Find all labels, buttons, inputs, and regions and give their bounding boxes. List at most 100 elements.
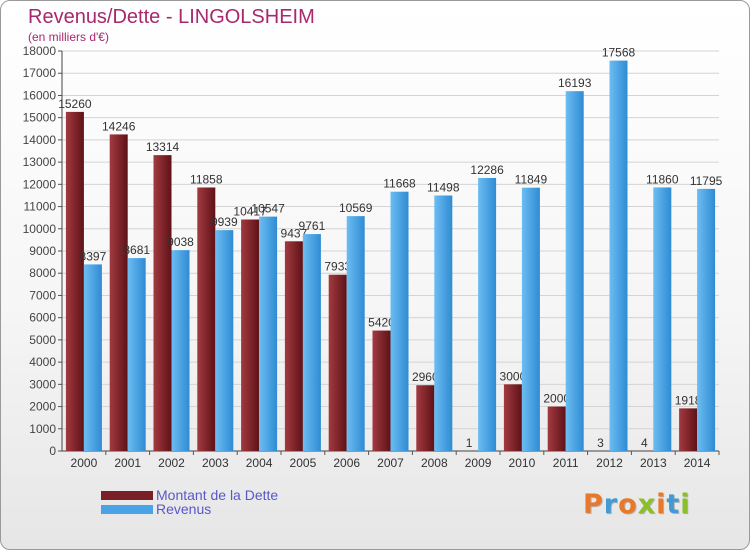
- bar-debt: [503, 384, 522, 451]
- x-tick-label: 2002: [158, 456, 185, 470]
- y-tick-label: 6000: [29, 311, 56, 325]
- proxiti-logo: Proxiti: [583, 489, 691, 520]
- x-tick-label: 2011: [553, 456, 579, 470]
- data-label-debt: 3: [597, 436, 604, 450]
- bar-debt: [109, 134, 128, 451]
- bar-revenue: [83, 264, 102, 451]
- x-tick-label: 2009: [465, 456, 492, 470]
- y-tick-label: 1000: [29, 422, 56, 436]
- bar-debt: [197, 187, 216, 451]
- bar-revenue: [127, 258, 146, 451]
- bar-debt: [328, 274, 347, 451]
- x-tick-label: 2010: [509, 456, 536, 470]
- y-tick-label: 16000: [23, 88, 57, 102]
- y-tick-label: 12000: [23, 177, 57, 191]
- data-label-revenue: 11668: [383, 177, 416, 191]
- x-tick-label: 2012: [596, 456, 623, 470]
- data-label-debt: 2000: [543, 392, 570, 406]
- data-label-revenue: 10569: [339, 201, 373, 215]
- x-tick-label: 2014: [684, 456, 711, 470]
- logo-letter: P: [583, 489, 604, 520]
- data-label-debt: 15260: [58, 97, 92, 111]
- bar-debt: [416, 385, 435, 451]
- chart-title: Revenus/Dette - LINGOLSHEIM: [28, 6, 315, 28]
- legend-swatch-debt: [101, 490, 153, 500]
- data-label-revenue: 12286: [470, 163, 504, 177]
- y-tick-label: 18000: [23, 44, 57, 58]
- bar-debt: [679, 408, 698, 451]
- bar-debt: [241, 219, 260, 451]
- legend-label-debt: Montant de la Dette: [156, 487, 279, 503]
- bar-revenue: [434, 195, 453, 451]
- data-label-revenue: 9038: [167, 235, 194, 249]
- bar-revenue: [215, 230, 234, 451]
- x-tick-label: 2005: [290, 456, 317, 470]
- x-tick-label: 2003: [202, 456, 229, 470]
- bar-debt: [372, 330, 391, 451]
- y-tick-label: 17000: [23, 66, 57, 80]
- logo-letter: o: [618, 489, 638, 520]
- data-label-revenue: 11498: [427, 180, 460, 194]
- legend-item-revenue: Revenus: [101, 501, 211, 517]
- x-tick-label: 2007: [377, 456, 404, 470]
- bar-revenue: [697, 188, 716, 451]
- data-label-revenue: 9761: [299, 219, 326, 233]
- data-label-revenue: 11849: [515, 173, 548, 187]
- bar-debt: [65, 111, 84, 451]
- data-label-debt: 1: [466, 436, 473, 450]
- bar-debt: [547, 406, 566, 451]
- legend-swatch-revenue: [101, 504, 153, 514]
- data-label-debt: 14246: [102, 119, 136, 133]
- data-label-debt: 10417: [233, 205, 267, 219]
- y-tick-label: 15000: [23, 111, 57, 125]
- y-tick-label: 10000: [23, 222, 57, 236]
- x-tick-label: 2013: [640, 456, 667, 470]
- x-tick-label: 2000: [71, 456, 98, 470]
- y-tick-label: 14000: [23, 133, 57, 147]
- data-label-debt: 4: [641, 436, 648, 450]
- data-label-debt: 9437: [281, 226, 308, 240]
- bar-revenue: [171, 250, 190, 451]
- logo-letter: t: [666, 489, 681, 520]
- y-tick-label: 4000: [29, 355, 56, 369]
- chart-subtitle: (en milliers d'€): [28, 30, 109, 44]
- y-tick-label: 3000: [29, 377, 56, 391]
- x-tick-label: 2006: [333, 456, 360, 470]
- bar-revenue: [653, 187, 672, 451]
- bar-revenue: [521, 187, 540, 451]
- y-tick-label: 2000: [29, 400, 56, 414]
- data-label-revenue: 9939: [211, 215, 238, 229]
- bar-revenue: [565, 91, 584, 452]
- bar-revenue: [609, 60, 628, 451]
- data-label-revenue: 11795: [690, 174, 723, 188]
- data-label-revenue: 8681: [123, 243, 150, 257]
- y-tick-label: 0: [49, 444, 56, 458]
- logo-letter: x: [637, 489, 657, 520]
- data-label-revenue: 11860: [646, 172, 679, 186]
- bar-debt: [153, 155, 172, 451]
- data-label-revenue: 17568: [602, 46, 636, 60]
- y-tick-label: 8000: [29, 266, 56, 280]
- bar-revenue: [390, 191, 409, 451]
- bar-debt: [284, 241, 303, 451]
- data-label-debt: 2960: [412, 370, 439, 384]
- data-label-debt: 5420: [368, 316, 395, 330]
- x-tick-label: 2008: [421, 456, 448, 470]
- legend-item-debt: Montant de la Dette: [101, 487, 278, 503]
- bar-revenue: [302, 234, 321, 451]
- logo-letter: i: [680, 489, 691, 520]
- data-label-revenue: 16193: [558, 76, 592, 90]
- data-label-revenue: 10547: [251, 202, 285, 216]
- logo-letter: i: [656, 489, 667, 520]
- data-label-debt: 11858: [190, 172, 223, 186]
- bar-revenue: [346, 216, 365, 451]
- legend-label-revenue: Revenus: [156, 501, 212, 517]
- y-tick-label: 9000: [29, 244, 56, 258]
- data-label-debt: 13314: [146, 140, 180, 154]
- bar-revenue: [478, 177, 497, 451]
- data-label-debt: 7933: [324, 260, 351, 274]
- data-label-revenue: 8397: [80, 249, 107, 263]
- x-tick-label: 2004: [246, 456, 273, 470]
- logo-letter: r: [603, 489, 619, 520]
